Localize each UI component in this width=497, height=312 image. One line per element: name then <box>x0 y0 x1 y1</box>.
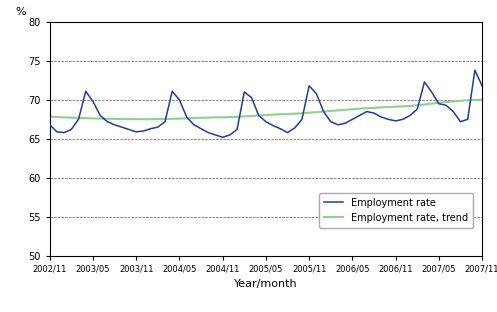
X-axis label: Year/month: Year/month <box>234 280 298 290</box>
Line: Employment rate, trend: Employment rate, trend <box>50 100 489 119</box>
Employment rate, trend <box>133 117 139 121</box>
Legend: Employment rate, Employment rate, trend: Employment rate, Employment rate, trend <box>319 193 473 227</box>
Employment rate, trend <box>169 117 175 121</box>
Employment rate, trend <box>436 101 442 105</box>
Employment rate, trend <box>83 116 89 120</box>
Employment rate <box>270 124 276 127</box>
Employment rate, trend <box>321 110 327 114</box>
Employment rate <box>162 120 168 124</box>
Line: Employment rate: Employment rate <box>50 70 489 137</box>
Employment rate <box>83 90 89 93</box>
Employment rate <box>220 135 226 139</box>
Employment rate, trend <box>47 115 53 119</box>
Text: %: % <box>15 7 26 17</box>
Employment rate <box>436 102 442 105</box>
Employment rate <box>321 110 327 114</box>
Employment rate <box>486 98 492 102</box>
Employment rate <box>133 130 139 134</box>
Employment rate <box>47 123 53 127</box>
Employment rate <box>472 68 478 72</box>
Employment rate, trend <box>270 113 276 117</box>
Employment rate, trend <box>486 98 492 101</box>
Employment rate, trend <box>141 117 147 121</box>
